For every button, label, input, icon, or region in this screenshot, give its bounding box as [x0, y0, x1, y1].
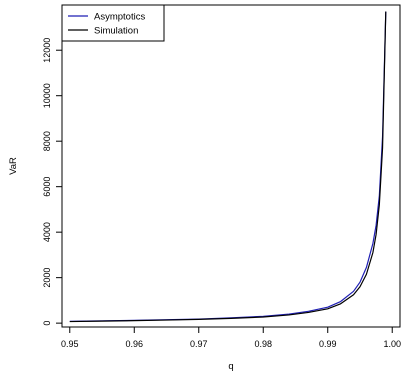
y-tick-label: 12000: [42, 38, 52, 63]
series-group: [69, 11, 387, 323]
legend-box: [61, 4, 165, 42]
y-tick-label: 8000: [42, 131, 52, 151]
y-tick-label: 0: [42, 321, 52, 326]
y-tick-label: 10000: [42, 83, 52, 108]
x-tick-label: 0.95: [61, 339, 79, 349]
legend-label-asymptotics: Asymptotics: [94, 12, 145, 23]
y-axis-title: VaR: [8, 157, 19, 175]
y-tick-label: 6000: [42, 177, 52, 197]
x-tick-label: 0.97: [190, 339, 208, 349]
x-axis: 0.95 0.96 0.97 0.98 0.99 1.00: [61, 327, 401, 349]
x-tick-label: 1.00: [383, 339, 401, 349]
y-tick-label: 2000: [42, 268, 52, 288]
series-line-asymptotics: [69, 11, 387, 322]
y-tick-label: 4000: [42, 222, 52, 242]
x-tick-label: 0.98: [254, 339, 272, 349]
x-tick-label: 0.96: [125, 339, 143, 349]
legend: Asymptotics Simulation: [61, 4, 165, 42]
series-line-simulation: [69, 11, 387, 323]
x-axis-title: q: [228, 361, 233, 372]
plot-frame: [61, 4, 401, 328]
y-axis: 0 2000 4000 6000 8000 10000 12000: [42, 38, 62, 326]
x-tick-label: 0.99: [319, 339, 337, 349]
plot-frame-group: [61, 4, 401, 328]
legend-label-simulation: Simulation: [94, 26, 138, 37]
